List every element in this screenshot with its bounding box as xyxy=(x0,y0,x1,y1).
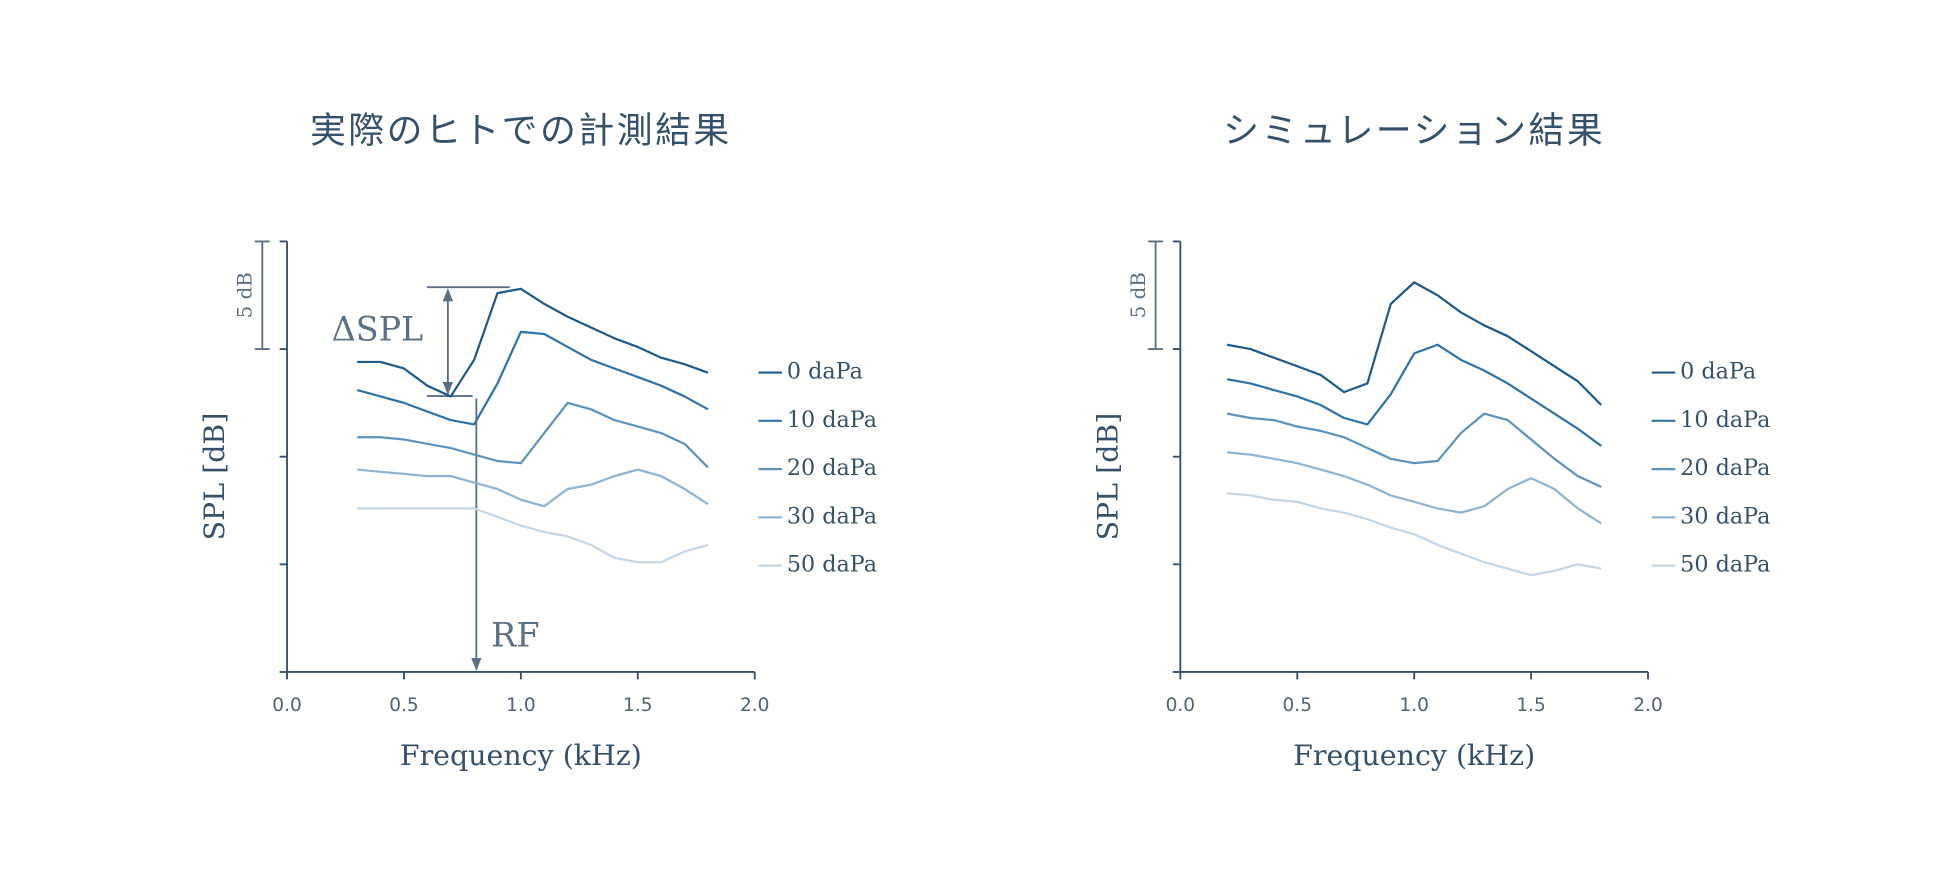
chart-title: シミュレーション結果 xyxy=(1223,111,1605,152)
x-tick-label: 0.5 xyxy=(389,695,419,716)
legend-label: 30 daPa xyxy=(1680,503,1770,529)
x-axis-label: Frequency (kHz) xyxy=(400,739,642,772)
series-line xyxy=(357,507,709,564)
x-tick-label: 2.0 xyxy=(1633,695,1662,716)
x-tick-label: 0.0 xyxy=(1166,695,1196,716)
scale-bar xyxy=(254,240,270,350)
chart-title: 実際のヒトでの計測結果 xyxy=(310,111,732,152)
series-line xyxy=(1226,492,1602,577)
legend-label: 10 daPa xyxy=(1680,407,1770,433)
legend-label: 50 daPa xyxy=(787,552,877,578)
x-tick-label: 2.0 xyxy=(740,695,770,716)
scale-bar-label: 5 dB xyxy=(1127,272,1150,318)
x-tick-label: 1.0 xyxy=(1399,695,1429,716)
legend-label: 20 daPa xyxy=(787,455,877,481)
series-line xyxy=(357,468,709,508)
y-axis-label: SPL [dB] xyxy=(1091,413,1124,541)
rf-label: RF xyxy=(491,615,539,654)
series-line xyxy=(356,330,709,426)
x-tick-label: 1.0 xyxy=(506,695,535,716)
legend-label: 10 daPa xyxy=(787,407,877,433)
scale-bar-label: 5 dB xyxy=(234,272,257,318)
series-line xyxy=(357,287,709,398)
legend-label: 0 daPa xyxy=(787,359,863,385)
x-tick-label: 0.5 xyxy=(1283,695,1312,716)
annotation-graphics xyxy=(426,286,510,671)
series-line xyxy=(357,401,709,469)
series-line xyxy=(1226,343,1602,447)
legend-label: 50 daPa xyxy=(1680,552,1770,578)
legend-label: 30 daPa xyxy=(787,503,877,529)
scale-bar xyxy=(1148,240,1164,350)
series-line xyxy=(1226,451,1602,525)
delta-spl-label: ΔSPL xyxy=(332,310,424,349)
x-tick-label: 0.0 xyxy=(272,695,302,716)
x-tick-label: 1.5 xyxy=(623,695,653,716)
y-axis-label: SPL [dB] xyxy=(198,413,231,541)
x-tick-label: 1.5 xyxy=(1516,695,1545,716)
series-line xyxy=(1226,281,1603,406)
legend-label: 0 daPa xyxy=(1680,359,1756,385)
series-line xyxy=(1226,412,1602,488)
x-axis-label: Frequency (kHz) xyxy=(1293,739,1535,772)
legend-label: 20 daPa xyxy=(1680,455,1770,481)
